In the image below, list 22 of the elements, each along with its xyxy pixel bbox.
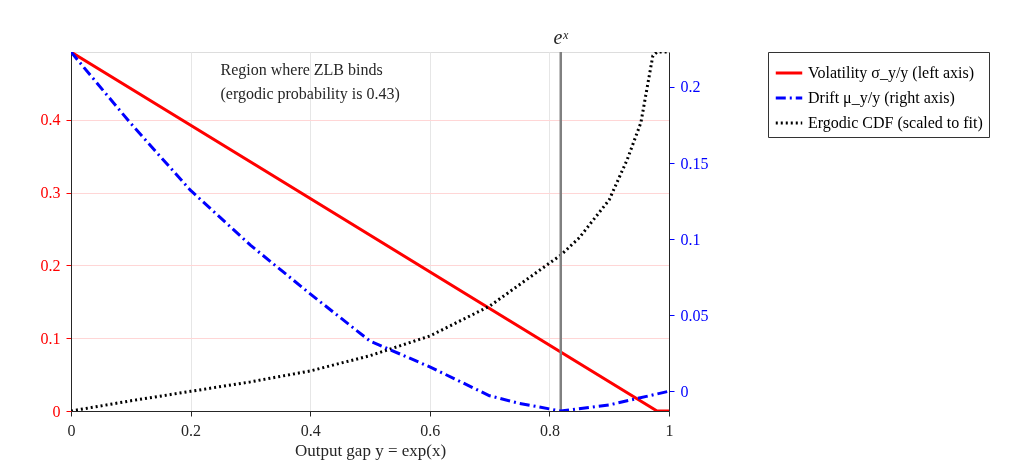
y2-tick-label: 0.1 bbox=[680, 230, 701, 248]
x-tick-label: 0.8 bbox=[539, 421, 560, 439]
x-tick-label: 0.4 bbox=[300, 421, 321, 439]
x-tick-label: 0 bbox=[67, 421, 76, 439]
annotation: Region where ZLB binds (ergodic probability is 0.43) bbox=[220, 61, 400, 103]
legend-label: Ergodic CDF (scaled to fit) bbox=[808, 114, 983, 132]
legend-label: Volatility σ_y/y (left axis) bbox=[808, 64, 975, 82]
y2-tick-label: 0.15 bbox=[680, 154, 709, 172]
x-tick-label: 1 bbox=[665, 421, 674, 439]
x-tick-label: 0.2 bbox=[181, 421, 202, 439]
legend-label: Drift μ_y/y (right axis) bbox=[808, 89, 955, 107]
y2-tick-label: 0.05 bbox=[680, 306, 709, 324]
x-axis-title: Output gap y = exp(x) bbox=[294, 440, 447, 460]
x-tick-label: 0.6 bbox=[420, 421, 441, 439]
y-tick-label: 0.1 bbox=[40, 329, 61, 347]
ref-line-label: eˣ bbox=[553, 26, 570, 48]
y2-tick-label: 0.2 bbox=[680, 78, 701, 96]
y-tick-label: 0.4 bbox=[40, 111, 61, 129]
y-tick-label: 0.2 bbox=[40, 256, 61, 274]
y2-tick-label: 0 bbox=[680, 382, 689, 400]
y-tick-label: 0.3 bbox=[40, 184, 61, 202]
y-tick-label: 0 bbox=[52, 402, 61, 420]
